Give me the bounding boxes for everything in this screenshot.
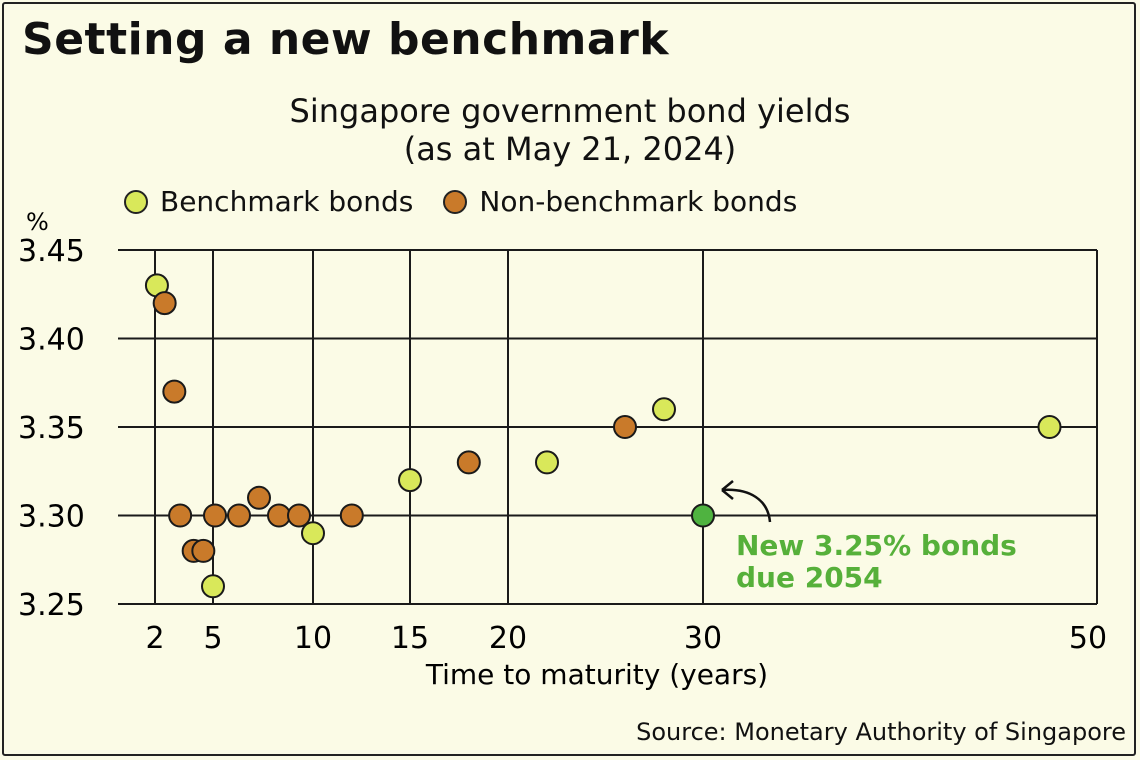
chart-subtitle-line1: Singapore government bond yields xyxy=(289,92,851,130)
x-tick-label: 15 xyxy=(391,621,429,656)
benchmark-point xyxy=(652,397,676,422)
chart-subtitle-line2: (as at May 21, 2024) xyxy=(403,130,737,168)
x-tick-label: 5 xyxy=(203,621,222,656)
non-benchmark-point xyxy=(613,415,637,439)
legend-swatch-non-benchmark xyxy=(443,189,468,214)
non-benchmark-point xyxy=(456,450,481,475)
legend-label-non-benchmark: Non-benchmark bonds xyxy=(479,185,798,218)
legend-swatch-benchmark xyxy=(124,189,148,214)
x-tick-label: 2 xyxy=(145,621,164,656)
source-note: Source: Monetary Authority of Singapore xyxy=(636,718,1126,746)
x-tick-label: 20 xyxy=(489,621,527,656)
x-tick-label: 30 xyxy=(684,621,722,656)
legend-label-benchmark: Benchmark bonds xyxy=(160,185,414,218)
legend: Benchmark bonds Non-benchmark bonds xyxy=(124,185,827,218)
main-title: Setting a new benchmark xyxy=(22,14,670,65)
non-benchmark-point xyxy=(227,503,251,528)
grid xyxy=(118,249,1098,605)
x-axis-label: Time to maturity (years) xyxy=(425,658,768,691)
annotation-line1: New 3.25% bonds xyxy=(736,529,1017,562)
non-benchmark-point xyxy=(162,379,187,404)
x-tick-label: 50 xyxy=(1069,621,1107,656)
non-benchmark-point xyxy=(203,503,227,528)
y-tick-label: 3.30 xyxy=(18,500,85,535)
tick-labels: 3.25 3.30 3.35 3.40 3.45 2 5 10 15 20 30 50 xyxy=(18,234,1107,656)
y-tick-label: 3.35 xyxy=(18,411,85,446)
x-tick-label: 10 xyxy=(294,621,332,656)
non-benchmark-point xyxy=(168,503,193,528)
annotation-arrowhead xyxy=(721,480,734,500)
benchmark-point xyxy=(201,574,225,599)
benchmark-point xyxy=(535,450,559,475)
y-tick-label: 3.45 xyxy=(18,234,85,269)
non-benchmark-point xyxy=(287,503,311,528)
non-benchmark-point xyxy=(267,503,291,528)
annotation-arrow-line xyxy=(721,488,772,523)
y-tick-label: 3.40 xyxy=(18,323,85,358)
new-bond-point xyxy=(691,503,715,528)
data-points xyxy=(144,273,1062,599)
annotation-line2: due 2054 xyxy=(736,561,883,594)
non-benchmark-point xyxy=(339,503,364,528)
non-benchmark-point xyxy=(191,538,216,563)
legend-item-benchmark: Benchmark bonds xyxy=(124,185,413,218)
non-benchmark-point xyxy=(247,485,271,510)
benchmark-point xyxy=(1037,415,1062,439)
benchmark-point xyxy=(301,521,325,546)
non-benchmark-point xyxy=(152,291,177,316)
y-axis-label: % xyxy=(26,208,49,236)
benchmark-point xyxy=(398,468,422,493)
legend-item-non-benchmark: Non-benchmark bonds xyxy=(443,185,797,218)
y-tick-label: 3.25 xyxy=(18,588,85,623)
